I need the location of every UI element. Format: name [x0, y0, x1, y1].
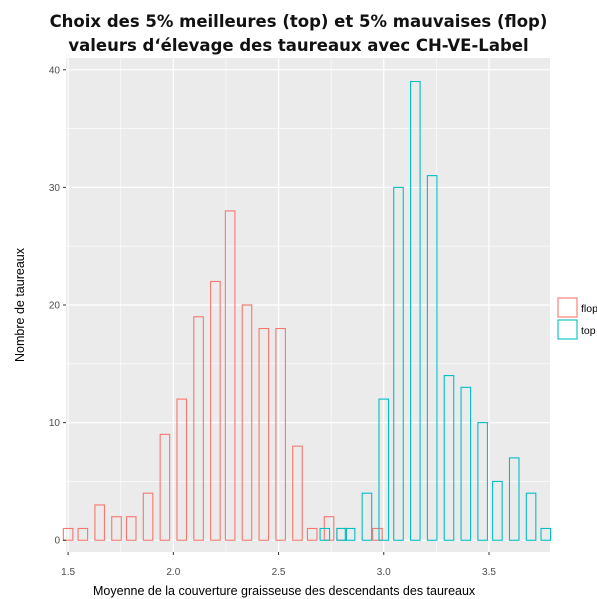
x-tick-label: 3.5 [482, 567, 496, 578]
top-bar [344, 527, 356, 541]
legend-key-flop [557, 297, 578, 318]
flop-bar [77, 527, 89, 541]
flop-bar [111, 516, 122, 541]
legend-label-flop: flop [581, 303, 597, 315]
y-axis-title: Nombre de taureaux [13, 247, 27, 362]
x-tick-label: 3.0 [377, 567, 391, 578]
flop-bar [142, 492, 154, 541]
top-bar [319, 527, 331, 541]
legend-key-top [557, 319, 578, 340]
top-bar [477, 422, 488, 541]
y-tick-label: 0 [54, 536, 60, 547]
y-tick-labels: 0 10 20 30 40 [49, 65, 61, 546]
series-top [319, 80, 552, 541]
y-tick-label: 20 [49, 301, 61, 312]
top-bar [410, 80, 421, 541]
flop-bar [292, 445, 303, 541]
legend: flop top [557, 297, 597, 340]
y-tick-label: 40 [49, 65, 61, 76]
flop-bar [193, 316, 204, 541]
top-bar [460, 386, 472, 541]
x-axis-title: Moyenne de la couverture graisseuse des … [93, 584, 476, 598]
flop-bar [372, 527, 383, 541]
flop-bar [275, 327, 286, 541]
flop-bar [306, 527, 318, 541]
histogram-bars [62, 80, 552, 541]
flop-bar [224, 210, 236, 541]
flop-bar [176, 398, 188, 541]
top-bar [508, 457, 520, 541]
top-bar [540, 527, 552, 541]
x-tick-label: 2.0 [166, 567, 180, 578]
chart-title-line-1: Choix des 5% meilleures (top) et 5% mauv… [49, 12, 548, 31]
x-tick-label: 1.5 [61, 567, 75, 578]
x-tick-labels: 1.5 2.0 2.5 3.0 3.5 [61, 567, 496, 578]
flop-bar [94, 504, 105, 541]
y-tick-label: 10 [49, 418, 61, 429]
flop-bar [210, 280, 221, 541]
chart-title-line-2: valeurs d‘élevage des taureaux avec CH-V… [68, 36, 529, 55]
flop-bar [241, 304, 253, 541]
axis-ticks [63, 69, 490, 555]
top-bar [525, 492, 537, 541]
flop-bar [159, 433, 171, 541]
y-tick-label: 30 [49, 183, 61, 194]
top-bar [336, 527, 347, 541]
flop-bar [125, 516, 137, 541]
legend-label-top: top [581, 325, 596, 337]
top-bar [361, 492, 373, 541]
flop-bar [258, 327, 270, 541]
top-bar [393, 186, 404, 541]
flop-bar [62, 527, 74, 541]
x-tick-label: 2.5 [272, 567, 286, 578]
chart-title: Choix des 5% meilleures (top) et 5% mauv… [0, 10, 597, 58]
top-bar [426, 175, 438, 541]
top-bar [378, 398, 390, 541]
top-bar [443, 375, 455, 541]
top-bar [492, 480, 503, 541]
